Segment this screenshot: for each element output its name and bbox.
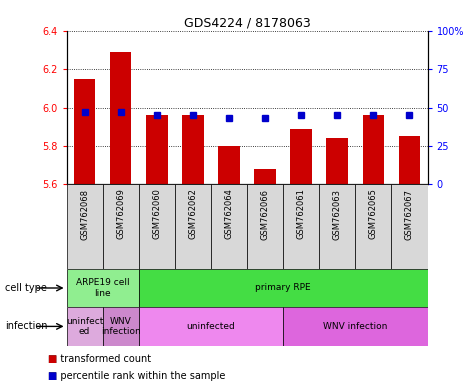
Text: GSM762061: GSM762061: [297, 189, 305, 239]
Bar: [247, 184, 283, 269]
Bar: [139, 307, 283, 346]
Bar: [66, 307, 103, 346]
Bar: [283, 307, 428, 346]
Bar: [290, 129, 312, 184]
Text: uninfect
ed: uninfect ed: [66, 317, 103, 336]
Bar: [355, 184, 391, 269]
Bar: [66, 184, 103, 269]
Text: ■ percentile rank within the sample: ■ percentile rank within the sample: [48, 371, 225, 381]
Text: GSM762064: GSM762064: [225, 189, 233, 239]
Text: GSM762062: GSM762062: [189, 189, 197, 239]
Bar: [74, 79, 95, 184]
Bar: [399, 136, 420, 184]
Bar: [139, 184, 175, 269]
Bar: [175, 184, 211, 269]
Text: GSM762067: GSM762067: [405, 189, 414, 240]
Bar: [391, 184, 428, 269]
Bar: [283, 184, 319, 269]
Text: WNV
infection: WNV infection: [101, 317, 141, 336]
Text: GSM762069: GSM762069: [116, 189, 125, 239]
Text: GSM762063: GSM762063: [333, 189, 342, 240]
Bar: [362, 115, 384, 184]
Bar: [319, 184, 355, 269]
Text: uninfected: uninfected: [187, 322, 235, 331]
Bar: [103, 307, 139, 346]
Title: GDS4224 / 8178063: GDS4224 / 8178063: [184, 17, 310, 30]
Bar: [218, 146, 240, 184]
Bar: [139, 269, 428, 307]
Bar: [110, 52, 132, 184]
Text: ■ transformed count: ■ transformed count: [48, 354, 151, 364]
Bar: [103, 184, 139, 269]
Text: ■: ■: [48, 354, 57, 364]
Text: ■: ■: [48, 371, 57, 381]
Bar: [211, 184, 247, 269]
Bar: [66, 269, 139, 307]
Text: primary RPE: primary RPE: [255, 283, 311, 293]
Text: WNV infection: WNV infection: [323, 322, 388, 331]
Text: infection: infection: [5, 321, 47, 331]
Text: GSM762065: GSM762065: [369, 189, 378, 239]
Text: GSM762066: GSM762066: [261, 189, 269, 240]
Bar: [182, 115, 204, 184]
Text: GSM762060: GSM762060: [152, 189, 161, 239]
Text: cell type: cell type: [5, 283, 47, 293]
Bar: [254, 169, 276, 184]
Text: GSM762068: GSM762068: [80, 189, 89, 240]
Text: ARPE19 cell
line: ARPE19 cell line: [76, 278, 129, 298]
Bar: [326, 138, 348, 184]
Bar: [146, 115, 168, 184]
